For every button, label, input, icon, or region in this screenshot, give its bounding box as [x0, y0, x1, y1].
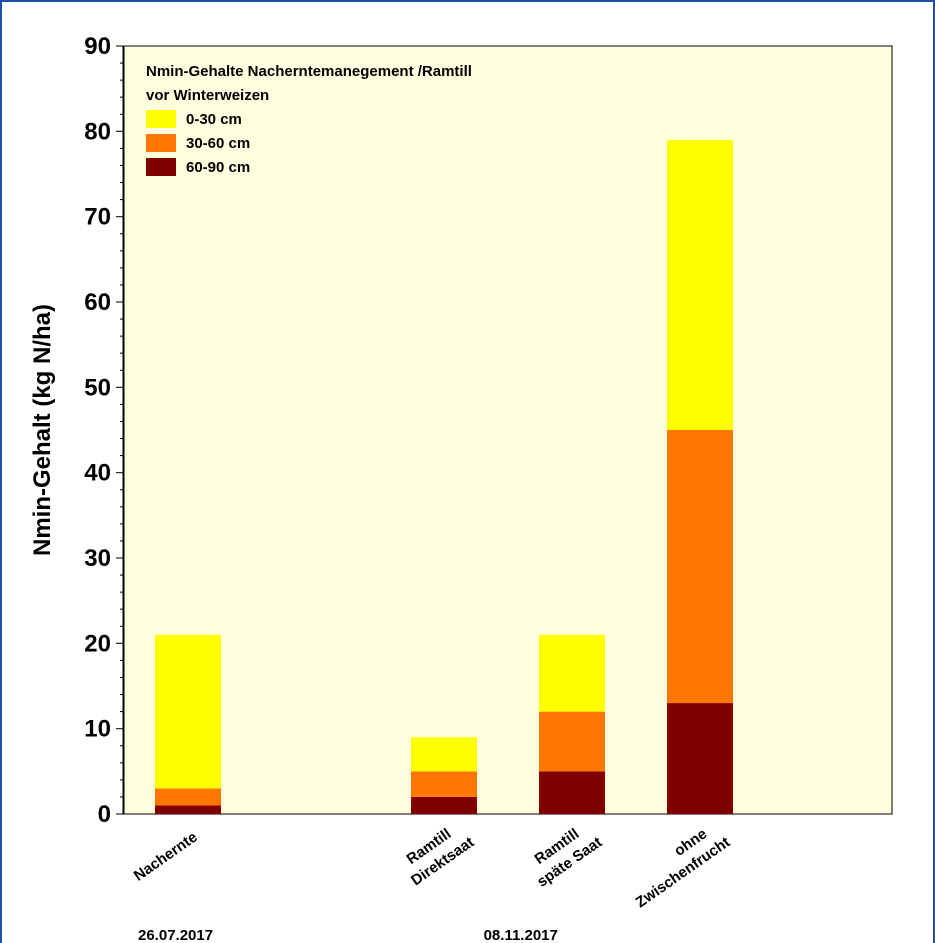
bar-segment	[155, 788, 221, 806]
y-tick-label: 60	[84, 289, 111, 316]
y-tick-label: 10	[84, 716, 111, 743]
plot-area	[123, 45, 893, 815]
bar-segment	[155, 805, 221, 814]
y-tick-label: 0	[98, 801, 111, 828]
bar-segment	[539, 634, 605, 712]
legend-label: 60-90 cm	[186, 159, 250, 176]
y-tick-label: 40	[84, 460, 111, 487]
legend-swatch	[146, 110, 176, 128]
bar-segment	[667, 703, 733, 814]
y-tick-label: 50	[84, 374, 111, 401]
bar-segment	[411, 771, 477, 797]
bar-segment	[411, 737, 477, 772]
bar-segment	[667, 430, 733, 704]
legend-swatch	[146, 134, 176, 152]
legend-label: 0-30 cm	[186, 111, 242, 128]
legend-label: 30-60 cm	[186, 135, 250, 152]
y-axis: 0 10 20 30 40 50 60 70 80 90	[84, 33, 124, 828]
y-tick-label: 30	[84, 545, 111, 572]
date-label: 26.07.2017	[138, 927, 213, 943]
bar-segment	[155, 634, 221, 789]
bar-segment	[539, 711, 605, 772]
bar-segment	[411, 796, 477, 814]
bars-layer	[155, 139, 733, 814]
y-tick-label: 80	[84, 118, 111, 145]
y-tick-label: 70	[84, 204, 111, 231]
legend: Nmin-Gehalte Nacherntemanegement /Ramtil…	[146, 63, 472, 176]
y-axis-label: Nmin-Gehalt (kg N/ha)	[29, 304, 56, 556]
y-tick-label: 90	[84, 33, 111, 60]
y-tick-label: 20	[84, 630, 111, 657]
chart-subtitle: vor Winterweizen	[146, 87, 269, 104]
date-label: 08.11.2017	[484, 927, 558, 943]
legend-swatch	[146, 158, 176, 176]
chart-title: Nmin-Gehalte Nacherntemanegement /Ramtil…	[146, 63, 472, 80]
bar-segment	[667, 139, 733, 430]
bar-segment	[539, 771, 605, 814]
